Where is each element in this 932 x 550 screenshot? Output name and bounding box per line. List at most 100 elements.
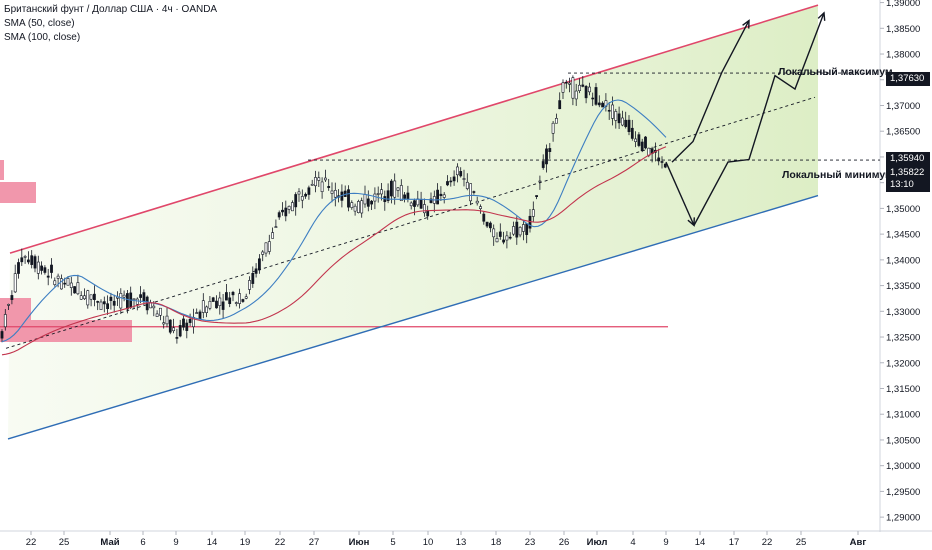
- candle-body: [535, 195, 539, 198]
- x-tick-label: 23: [525, 537, 536, 548]
- candle-body: [640, 141, 644, 152]
- candle-body: [350, 202, 354, 208]
- candle-body: [188, 318, 192, 323]
- demand-zone: [0, 298, 31, 320]
- candle-body: [389, 180, 393, 197]
- countdown-tag: 13:10: [886, 178, 930, 192]
- candle-body: [172, 327, 176, 332]
- candle-body: [310, 183, 314, 186]
- y-tick-label: 1,34000: [886, 255, 920, 266]
- candle-body: [370, 200, 374, 205]
- candle-body: [112, 300, 116, 306]
- candle-body: [657, 157, 661, 162]
- candle-body: [620, 117, 624, 126]
- local-min-label: Локальный минимум: [782, 169, 893, 181]
- y-tick-label: 1,30000: [886, 461, 920, 472]
- candle-body: [264, 242, 268, 254]
- y-tick-label: 1,31500: [886, 384, 920, 395]
- y-tick-label: 1,32500: [886, 333, 920, 344]
- candle-body: [660, 161, 664, 163]
- y-tick-label: 1,31000: [886, 410, 920, 421]
- candle-body: [126, 293, 129, 310]
- candle-body: [225, 292, 228, 301]
- candle-body: [159, 307, 162, 316]
- candle-body: [30, 255, 34, 265]
- candle-body: [73, 286, 77, 294]
- candle-body: [46, 275, 50, 278]
- candle-body: [69, 282, 73, 288]
- candle-body: [290, 202, 294, 212]
- candle-body: [630, 127, 634, 139]
- y-tick-label: 1,34500: [886, 230, 920, 241]
- candle-body: [178, 325, 182, 337]
- supply-zone: [0, 160, 4, 180]
- supply-zone: [0, 182, 36, 203]
- candle-body: [587, 86, 591, 93]
- candle-body: [248, 280, 251, 290]
- chart-legend: Британский фунт / Доллар США · 4ч · OAND…: [4, 3, 217, 45]
- candle-body: [231, 291, 235, 296]
- candle-body: [413, 200, 416, 207]
- candle-body: [333, 190, 337, 198]
- candle-body: [581, 84, 585, 87]
- candle-body: [366, 198, 370, 207]
- x-tick-label: 25: [59, 537, 70, 548]
- x-tick-label: 9: [173, 537, 178, 548]
- candle-body: [399, 185, 403, 202]
- candle-body: [574, 90, 578, 100]
- candle-body: [393, 180, 397, 198]
- candle-body: [165, 315, 169, 325]
- candle-body: [241, 299, 245, 302]
- legend-sma50: SMA (50, close): [4, 18, 75, 29]
- candle-body: [465, 181, 469, 189]
- x-tick-label: 19: [240, 537, 251, 548]
- candle-body: [86, 290, 90, 306]
- x-tick-label: 26: [559, 537, 570, 548]
- legend-sma100: SMA (100, close): [4, 32, 81, 43]
- candle-body: [122, 294, 126, 298]
- candle-body: [198, 311, 202, 320]
- projection-arrow-up-a: [671, 20, 750, 163]
- candle-body: [17, 262, 20, 274]
- candle-body: [267, 241, 271, 252]
- candle-body: [109, 296, 113, 301]
- candle-body: [578, 84, 581, 91]
- candle-body: [102, 301, 106, 305]
- last-price-tag: 1,35822: [886, 166, 930, 180]
- x-tick-label: 22: [762, 537, 773, 548]
- x-tick-label: 22: [275, 537, 286, 548]
- x-tick-label: 13: [456, 537, 467, 548]
- y-tick-label: 1,39000: [886, 0, 920, 9]
- candle-body: [307, 187, 311, 195]
- candle-body: [446, 181, 449, 186]
- candle-body: [26, 259, 30, 263]
- candle-body: [119, 293, 123, 309]
- candle-body: [175, 337, 179, 339]
- y-tick-label: 1,38000: [886, 50, 920, 61]
- candle-body: [419, 199, 423, 209]
- candle-body: [149, 302, 152, 309]
- candle-body: [455, 166, 459, 176]
- candle-body: [297, 191, 301, 195]
- candle-body: [601, 102, 605, 108]
- candle-body: [162, 322, 166, 325]
- sma100-line: [1, 146, 667, 356]
- candle-body: [492, 228, 496, 238]
- candle-body: [320, 181, 324, 193]
- candle-body: [244, 296, 248, 299]
- candle-body: [274, 226, 278, 228]
- y-tick-label: 1,30500: [886, 435, 920, 446]
- demand-zone: [0, 320, 132, 342]
- candle-body: [257, 258, 261, 271]
- candle-body: [221, 301, 225, 310]
- candle-body: [373, 193, 377, 202]
- candle-body: [33, 256, 37, 269]
- candle-body: [360, 200, 364, 214]
- x-tick-label: 6: [140, 537, 145, 548]
- candle-body: [594, 87, 598, 105]
- x-tick-label: 5: [390, 537, 395, 548]
- candle-body: [554, 118, 558, 124]
- local-max-price-tag: 1,37630: [886, 72, 930, 86]
